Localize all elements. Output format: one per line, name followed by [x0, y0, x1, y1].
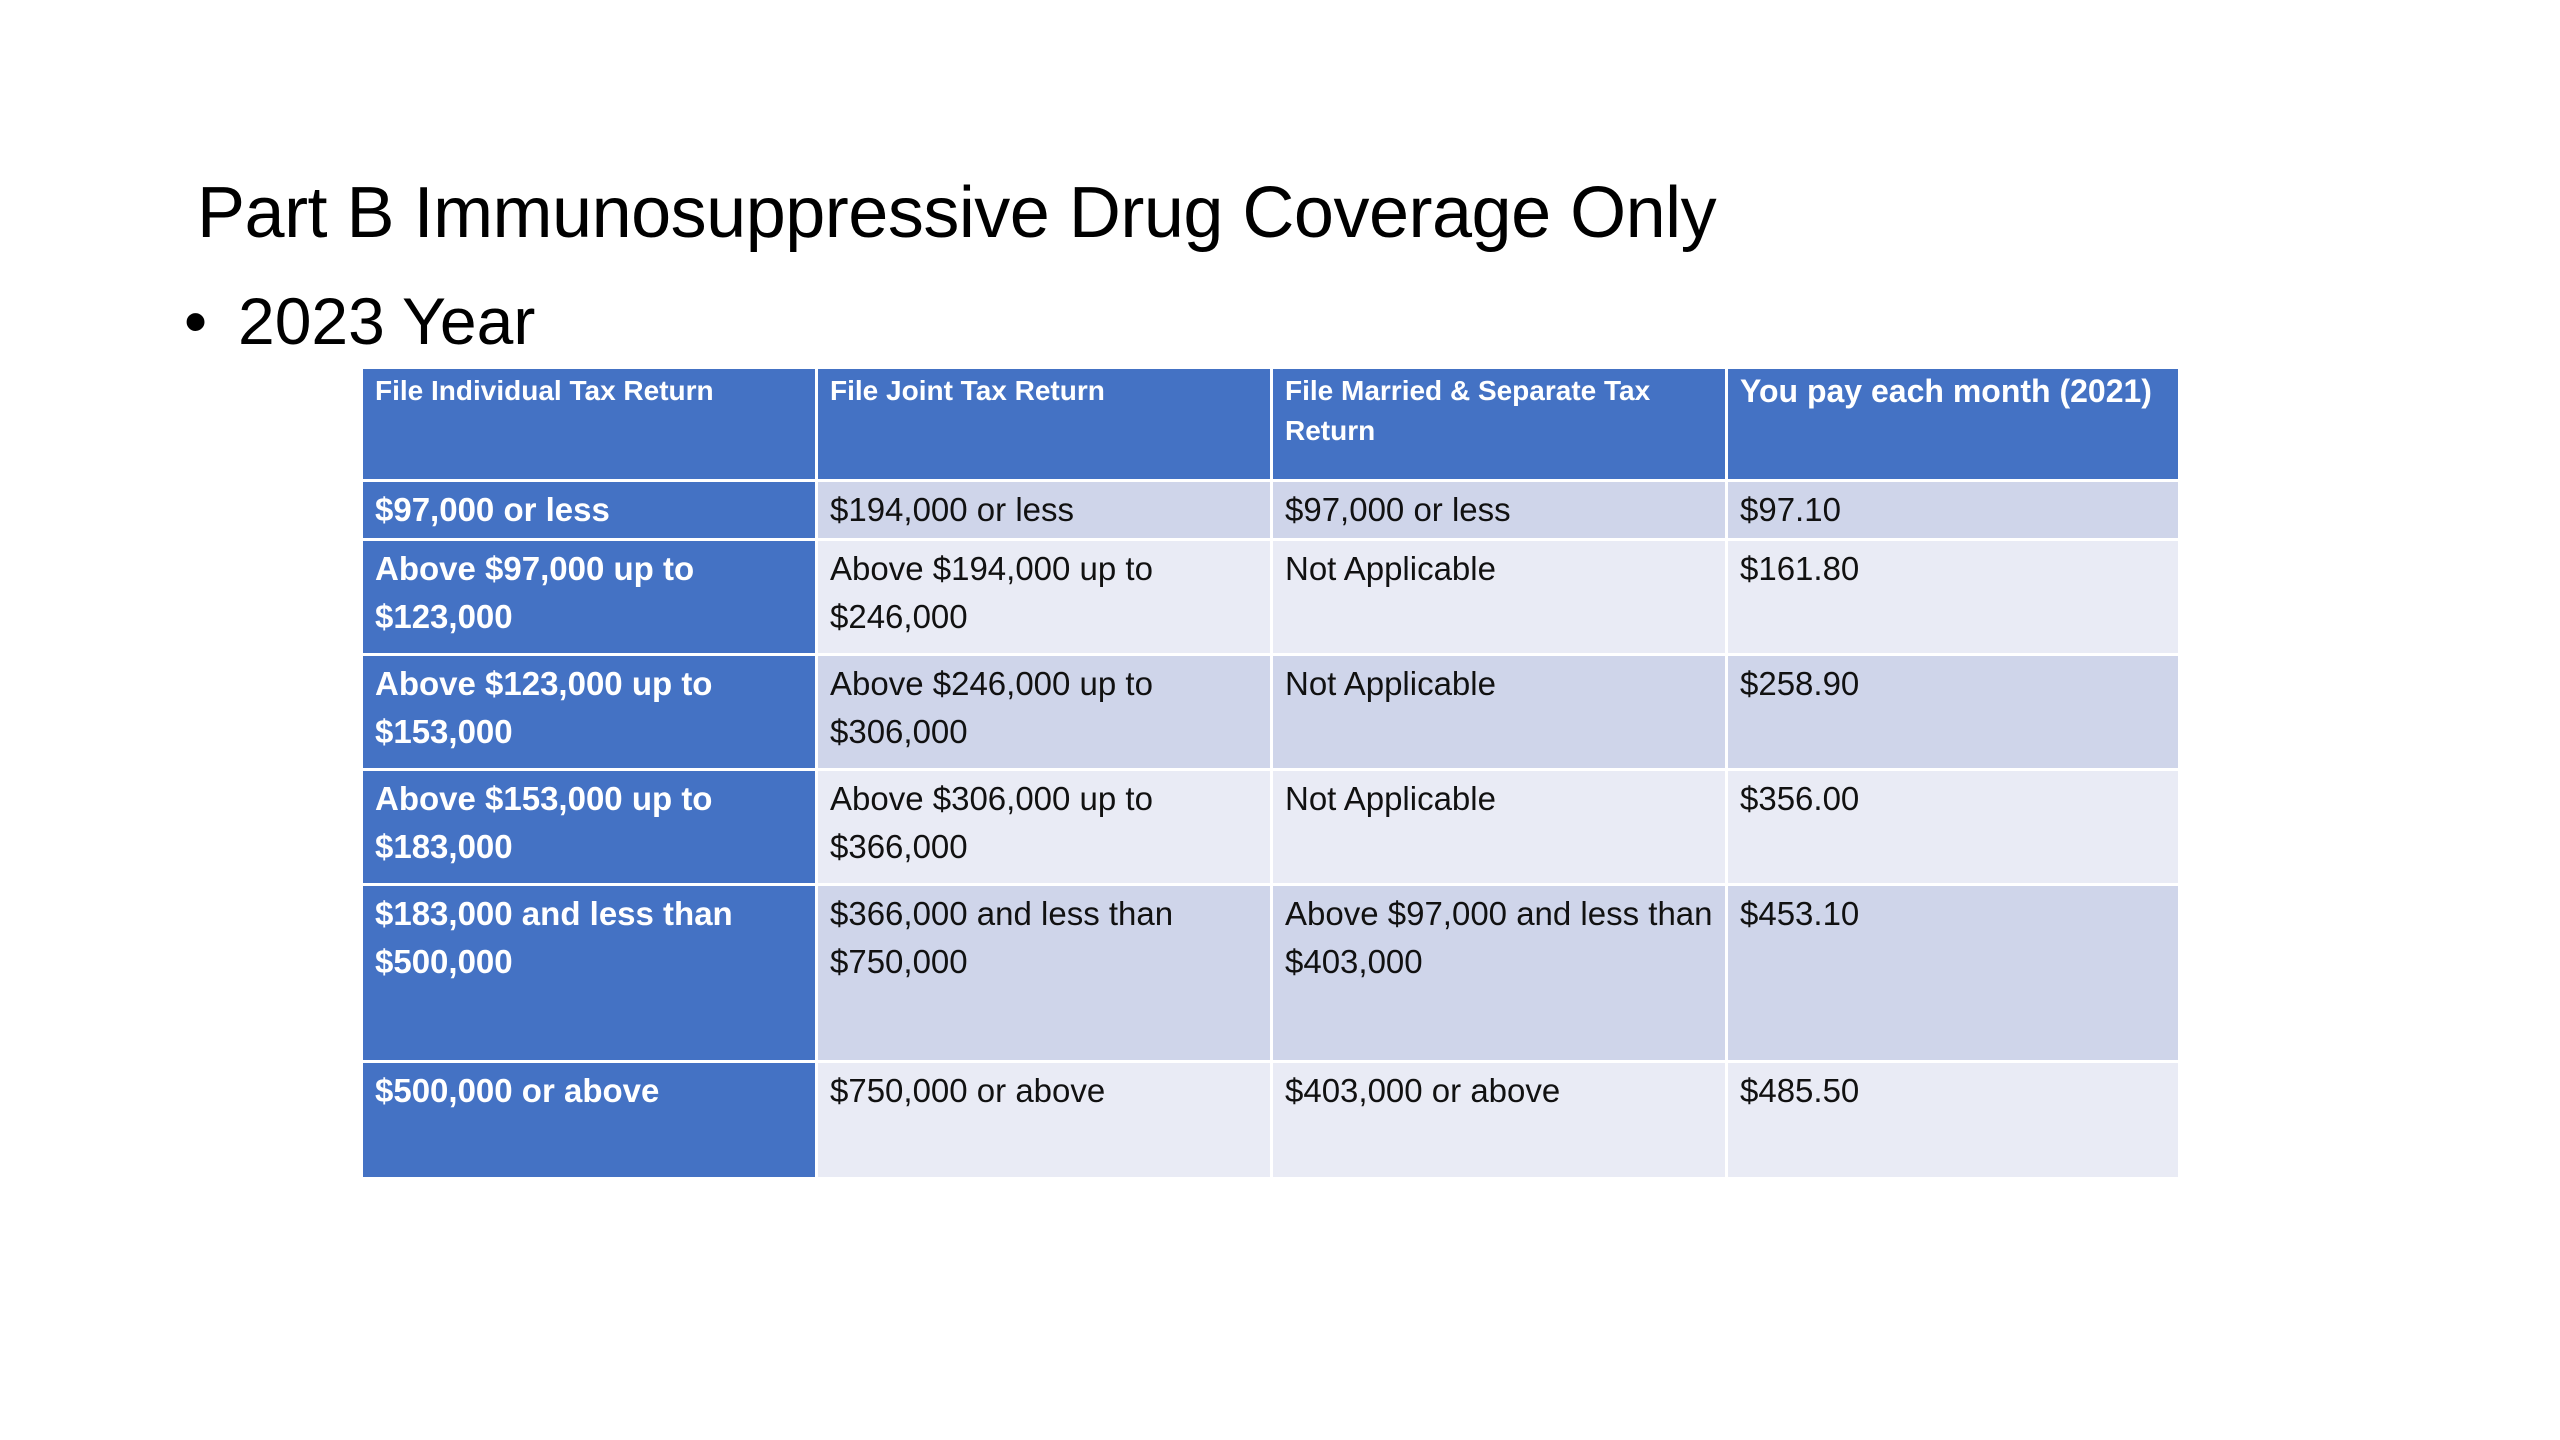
cell-individual: $183,000 and less than $500,000: [360, 883, 818, 1063]
cell-joint: Above $194,000 up to $246,000: [815, 538, 1273, 656]
cell-monthly-payment: $356.00: [1725, 768, 2181, 886]
table-row: Above $123,000 up to $153,000 Above $246…: [360, 653, 2181, 771]
cell-monthly-payment: $258.90: [1725, 653, 2181, 771]
header-individual: File Individual Tax Return: [360, 366, 818, 482]
cell-joint: Above $306,000 up to $366,000: [815, 768, 1273, 886]
cell-monthly-payment: $485.50: [1725, 1060, 2181, 1180]
cell-monthly-payment: $161.80: [1725, 538, 2181, 656]
cell-married-separate: Not Applicable: [1270, 538, 1728, 656]
cell-married-separate: Not Applicable: [1270, 653, 1728, 771]
premium-table: File Individual Tax Return File Joint Ta…: [360, 366, 2181, 1180]
table-row: Above $97,000 up to $123,000 Above $194,…: [360, 538, 2181, 656]
table-row: $183,000 and less than $500,000 $366,000…: [360, 883, 2181, 1063]
table-row: $97,000 or less $194,000 or less $97,000…: [360, 479, 2181, 541]
bullet-item: • 2023 Year: [184, 283, 535, 359]
cell-monthly-payment: $97.10: [1725, 479, 2181, 541]
slide-title: Part B Immunosuppressive Drug Coverage O…: [197, 173, 1717, 253]
cell-individual: $97,000 or less: [360, 479, 818, 541]
cell-individual: $500,000 or above: [360, 1060, 818, 1180]
header-joint: File Joint Tax Return: [815, 366, 1273, 482]
header-married-separate: File Married & Separate Tax Return: [1270, 366, 1728, 482]
cell-joint: Above $246,000 up to $306,000: [815, 653, 1273, 771]
bullet-text: 2023 Year: [238, 284, 536, 358]
cell-joint: $194,000 or less: [815, 479, 1273, 541]
cell-joint: $750,000 or above: [815, 1060, 1273, 1180]
table-row: $500,000 or above $750,000 or above $403…: [360, 1060, 2181, 1180]
cell-individual: Above $97,000 up to $123,000: [360, 538, 818, 656]
cell-married-separate: $97,000 or less: [1270, 479, 1728, 541]
cell-married-separate: Not Applicable: [1270, 768, 1728, 886]
cell-married-separate: $403,000 or above: [1270, 1060, 1728, 1180]
cell-monthly-payment: $453.10: [1725, 883, 2181, 1063]
header-monthly-payment: You pay each month (2021): [1725, 366, 2181, 482]
table-row: Above $153,000 up to $183,000 Above $306…: [360, 768, 2181, 886]
bullet-marker: •: [184, 284, 208, 358]
cell-joint: $366,000 and less than $750,000: [815, 883, 1273, 1063]
table-header-row: File Individual Tax Return File Joint Ta…: [360, 366, 2181, 482]
cell-individual: Above $153,000 up to $183,000: [360, 768, 818, 886]
cell-individual: Above $123,000 up to $153,000: [360, 653, 818, 771]
cell-married-separate: Above $97,000 and less than $403,000: [1270, 883, 1728, 1063]
